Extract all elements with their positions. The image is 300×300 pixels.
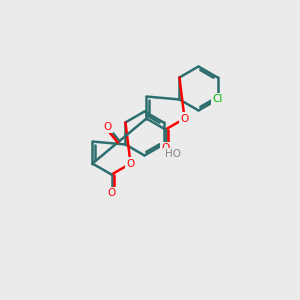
Text: O: O [103,122,112,132]
Text: O: O [161,143,169,153]
Text: Cl: Cl [212,94,223,104]
Text: O: O [126,158,135,169]
Text: HO: HO [165,149,181,159]
Text: O: O [107,188,116,198]
Text: O: O [180,113,189,124]
